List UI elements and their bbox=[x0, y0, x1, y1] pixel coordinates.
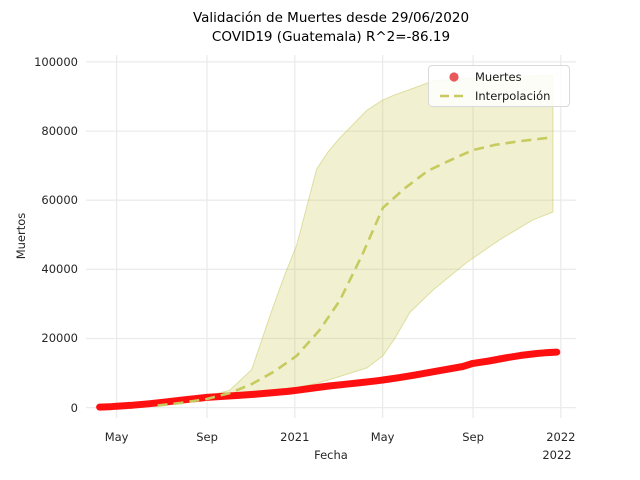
legend-item-interpolacion: Interpolación bbox=[433, 86, 565, 105]
y-tick-label: 80000 bbox=[41, 124, 78, 139]
chart-title: Validación de Muertes desde 29/06/2020 C… bbox=[26, 9, 636, 47]
legend-item-muertes: Muertes bbox=[433, 67, 565, 86]
interpolacion-series-line bbox=[157, 136, 554, 407]
chart-title-line1: Validación de Muertes desde 29/06/2020 bbox=[192, 10, 470, 26]
y-axis-label: Muertos bbox=[14, 212, 28, 260]
legend-label-muertes: Muertes bbox=[475, 69, 522, 84]
plot-area bbox=[86, 55, 576, 418]
chart-title-line2: COVID19 (Guatemala) R^2=-86.19 bbox=[211, 29, 451, 45]
x-tick-label: Sep bbox=[196, 430, 218, 444]
y-tick-label: 100000 bbox=[34, 54, 78, 69]
x-tick-label: May bbox=[370, 430, 395, 444]
legend: Muertes Interpolación bbox=[428, 65, 570, 107]
x-tick-label: May bbox=[104, 430, 129, 444]
x-tick-label: 2022 bbox=[546, 430, 576, 444]
y-tick-label: 0 bbox=[70, 400, 78, 415]
y-tick-label: 40000 bbox=[41, 262, 78, 277]
muertes-dot-icon bbox=[433, 71, 475, 83]
x-tick-label: 2021 bbox=[280, 430, 310, 444]
muertes-series-line bbox=[96, 348, 561, 411]
x-tick-label: Sep bbox=[462, 430, 484, 444]
chart-plot bbox=[86, 55, 576, 418]
y-tick-label: 20000 bbox=[41, 331, 78, 346]
y-tick-label: 60000 bbox=[41, 193, 78, 208]
legend-label-interpolacion: Interpolación bbox=[475, 88, 551, 103]
x-axis-year-offset-label: 2022 bbox=[542, 448, 572, 462]
x-axis-label: Fecha bbox=[314, 448, 348, 462]
confidence-band bbox=[159, 74, 554, 407]
interpolacion-dash-icon bbox=[433, 90, 475, 102]
